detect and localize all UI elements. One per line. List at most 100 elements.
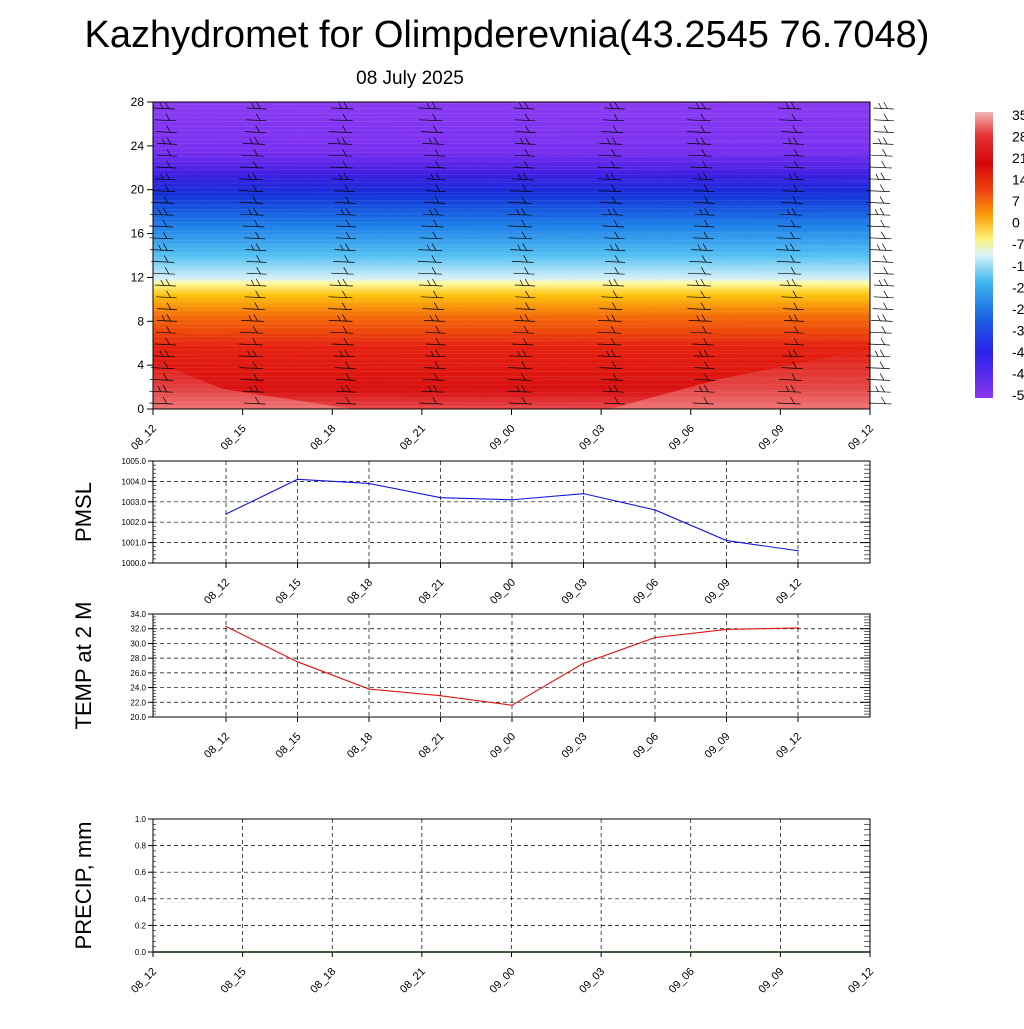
contour-line: [152, 112, 871, 115]
wind-barb: [599, 302, 623, 310]
wind-barb-staff: [687, 107, 712, 110]
x-tick-label: 08_12: [202, 577, 232, 607]
wind-barb: [335, 208, 357, 216]
wind-barb-flag: [253, 149, 259, 157]
wind-barb-flag: [881, 326, 886, 334]
wind-barb-staff: [514, 119, 536, 122]
wind-barb-staff: [156, 296, 177, 299]
wind-barb: [512, 326, 535, 334]
wind-barb-flag: [430, 173, 435, 180]
wind-barb-flag: [163, 243, 168, 251]
colorbar-label: 7: [1012, 193, 1020, 209]
y-tick-label: 0.6: [135, 868, 147, 877]
wind-barb-staff: [332, 261, 355, 263]
colorbar-label: 14: [1012, 172, 1024, 188]
wind-barb-staff: [154, 119, 176, 122]
wind-barb-staff: [777, 107, 802, 110]
wind-barb: [156, 125, 177, 133]
wind-barb: [425, 160, 446, 169]
wind-barb: [511, 337, 534, 346]
wind-barb: [597, 160, 622, 169]
wind-barb: [154, 337, 176, 346]
pmsl-panel: 1000.0 1001.0 1002.0 1003.0 1004.0 1005.0 08_1…: [71, 457, 871, 607]
wind-barb: [424, 361, 446, 369]
contour-line: [152, 313, 871, 316]
wind-barb-flag: [614, 231, 619, 239]
wind-barb-flag: [160, 173, 165, 180]
y-tick-label: 26.0: [130, 669, 146, 678]
wind-barb-flag: [793, 137, 798, 145]
wind-barb-flag: [881, 396, 886, 405]
x-tick-label: 09_00: [488, 731, 518, 761]
wind-barb: [328, 302, 353, 310]
wind-barb-flag: [254, 302, 260, 310]
wind-barb-staff: [867, 390, 891, 393]
wind-barb-staff: [686, 119, 711, 122]
wind-barb-flag: [431, 101, 437, 110]
wind-barb-flag: [432, 396, 437, 405]
wind-barb-staff: [693, 355, 715, 358]
wind-barb-flag: [882, 314, 887, 322]
wind-barb-staff: [242, 225, 265, 228]
wind-barb-staff: [866, 190, 891, 192]
wind-barb-flag: [611, 302, 617, 310]
wind-barb: [425, 172, 446, 181]
wind-barb: [154, 278, 176, 287]
wind-barb: [508, 231, 533, 240]
wind-barb-flag: [345, 396, 351, 405]
wind-barb-flag: [159, 350, 164, 357]
wind-barb-staff: [515, 308, 536, 310]
wind-barb-flag: [703, 231, 709, 239]
wind-barb-staff: [873, 131, 894, 133]
wind-barb-flag: [433, 302, 439, 310]
wind-barb: [419, 231, 443, 240]
contour-line: [152, 152, 871, 154]
wind-barb-flag: [521, 361, 527, 369]
wind-barb-flag: [878, 102, 883, 110]
wind-barb-flag: [162, 396, 168, 405]
wind-barb-staff: [605, 261, 626, 263]
wind-barb-flag: [163, 255, 169, 263]
wind-barb-flag: [435, 160, 440, 169]
wind-barb-flag: [607, 209, 612, 216]
wind-barb-flag: [790, 219, 796, 228]
y-tick-label: 1003.0: [122, 498, 147, 507]
wind-barb-staff: [425, 190, 446, 192]
wind-barb-staff: [245, 284, 267, 287]
wind-barb-staff: [602, 119, 625, 122]
wind-barb-staff: [335, 213, 357, 216]
wind-barb-staff: [690, 166, 713, 169]
contour-line: [152, 244, 871, 247]
wind-barb-flag: [703, 349, 709, 357]
wind-barb-staff: [779, 379, 802, 381]
wind-barb-flag: [883, 302, 888, 310]
contour-line: [152, 115, 871, 118]
wind-barb: [692, 231, 714, 240]
wind-barb-flag: [519, 279, 524, 287]
wind-barb-staff: [873, 272, 894, 275]
wind-barb: [238, 184, 263, 192]
wind-barb-flag: [699, 209, 704, 216]
wind-barb-flag: [609, 244, 614, 251]
wind-barb: [597, 314, 622, 322]
wind-barb-flag: [434, 361, 440, 369]
wind-barb-flag: [611, 149, 616, 157]
wind-barb: [329, 326, 354, 334]
wind-barb-flag: [525, 290, 530, 298]
wind-barb-flag: [521, 231, 527, 239]
y-tick-label: 12: [131, 270, 145, 284]
contour-line: [152, 247, 871, 250]
wind-barb-flag: [518, 173, 522, 180]
wind-barb-flag: [434, 196, 440, 204]
x-tick-label: 09_03: [560, 577, 590, 607]
wind-barb-staff: [422, 213, 445, 216]
wind-barb-staff: [604, 402, 625, 405]
wind-barb-flag: [345, 373, 351, 381]
wind-barb: [604, 231, 625, 240]
wind-barb: [149, 243, 174, 251]
wind-barb-staff: [687, 143, 712, 145]
wind-barb-staff: [156, 331, 177, 334]
wind-barb-flag: [790, 255, 795, 263]
wind-barb-staff: [329, 284, 353, 287]
wind-barb-flag: [157, 386, 162, 393]
